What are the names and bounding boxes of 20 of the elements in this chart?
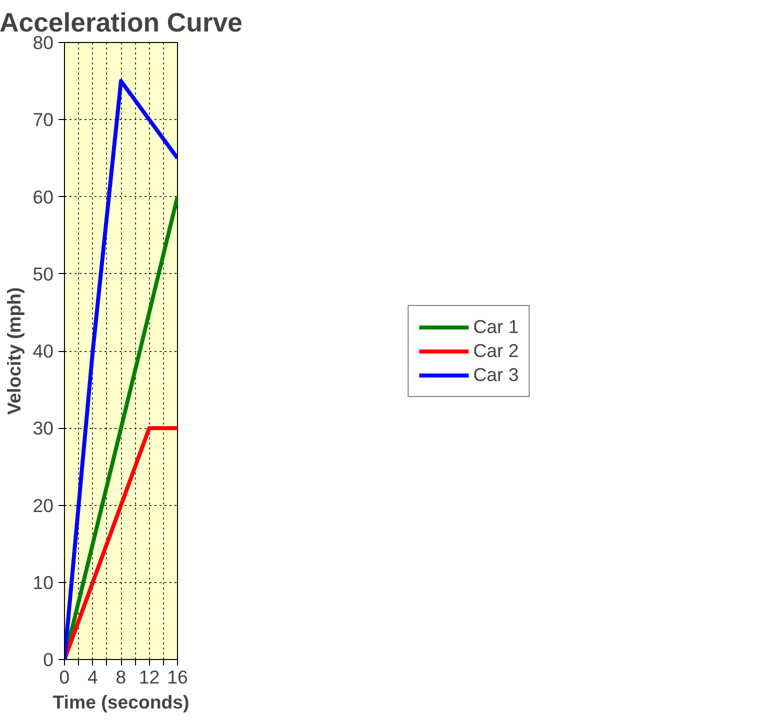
y-tick-label: 0 [43,649,54,670]
x-axis-title: Time (seconds) [52,692,190,712]
x-tick-label: 4 [88,666,98,688]
legend-label: Car 2 [473,340,519,362]
line-series [64,426,178,660]
y-tick-label: 70 [32,109,54,130]
y-tick-label: 60 [32,186,54,208]
x-tick-label: 12 [138,666,160,688]
y-tick-label: 20 [32,494,54,516]
y-tick-label: 10 [32,572,54,593]
x-tick-label: 0 [59,666,70,688]
legend-label: Car 1 [473,316,519,338]
x-tick-label: 16 [167,666,188,688]
y-tick-label: 50 [32,263,54,284]
line-series [64,79,178,660]
y-tick-label: 30 [32,418,54,439]
y-axis-title: Velocity (mph) [4,287,25,415]
x-tick-label: 8 [116,666,126,688]
y-tick-label: 40 [32,340,54,362]
legend-label: Car 3 [473,364,519,386]
